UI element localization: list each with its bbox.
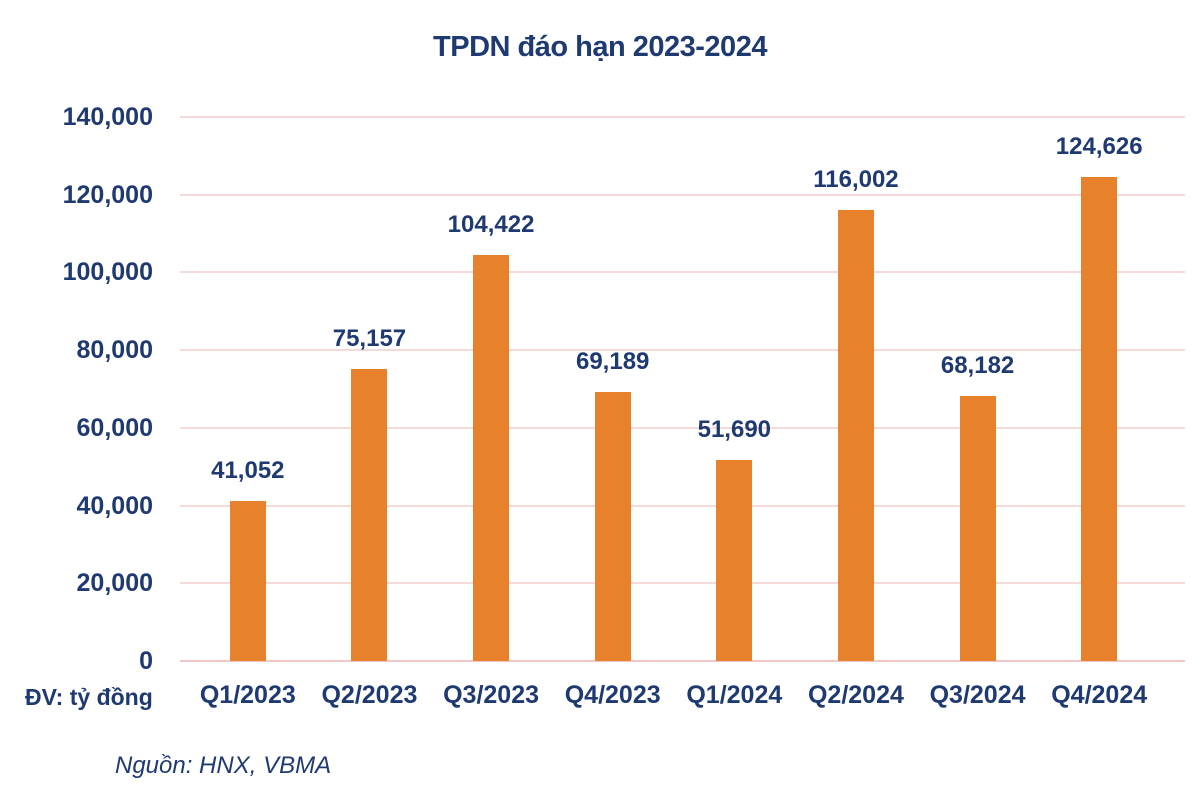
- bar-value-label: 41,052: [211, 457, 285, 485]
- x-tick-label: Q1/2024: [686, 681, 783, 709]
- h-gridline: [180, 116, 1185, 118]
- bar-value-label: 104,422: [447, 211, 535, 239]
- y-tick-label: 140,000: [62, 103, 153, 131]
- bar-value-label: 75,157: [332, 324, 407, 352]
- bar-q2-2024: [837, 210, 874, 661]
- h-gridline: [180, 426, 1185, 429]
- y-tick-label: 80,000: [76, 336, 153, 365]
- y-tick-label: 60,000: [76, 413, 153, 442]
- bar-q3-2024: [959, 396, 996, 661]
- chart-title: TPDN đáo hạn 2023-2024: [433, 31, 767, 63]
- bar-value-label: 69,189: [575, 348, 650, 376]
- source-label: Nguồn: HNX, VBMA: [115, 752, 332, 779]
- x-tick-label: Q4/2024: [1051, 681, 1148, 709]
- y-tick-label: 0: [139, 647, 153, 675]
- x-axis-line: [180, 660, 1185, 662]
- x-tick-label: Q2/2023: [321, 681, 418, 709]
- bar-q4-2023: [594, 392, 631, 661]
- h-gridline: [180, 504, 1185, 507]
- h-gridline: [180, 271, 1185, 274]
- bar-value-label: 51,690: [697, 416, 772, 444]
- y-tick-label: 20,000: [76, 569, 153, 598]
- plot-area: 0 20,000 40,000 60,000 80,000 100,000 120,000 1…: [63, 105, 1185, 708]
- h-gridline: [180, 349, 1185, 352]
- x-tick-label: Q3/2023: [443, 681, 540, 709]
- bar-value-label: 124,626: [1055, 132, 1143, 160]
- bar-value-label: 68,182: [940, 352, 1015, 380]
- y-tick-label: 100,000: [62, 258, 153, 287]
- bar-q3-2023: [473, 255, 510, 661]
- bar-q1-2024: [716, 460, 753, 661]
- bar-q1-2023: [229, 501, 266, 661]
- x-tick-label: Q1/2023: [199, 681, 296, 709]
- bar-value-label: 116,002: [813, 166, 899, 194]
- bar-q2-2023: [351, 368, 388, 661]
- x-tick-label: Q2/2024: [807, 681, 904, 709]
- y-tick-label: 120,000: [62, 180, 153, 209]
- bar-q4-2024: [1081, 176, 1118, 661]
- unit-label: ĐV: tỷ đồng: [25, 684, 153, 710]
- h-gridline: [180, 582, 1185, 585]
- x-tick-label: Q4/2023: [564, 681, 661, 709]
- h-gridline: [180, 193, 1185, 196]
- y-tick-label: 40,000: [76, 491, 153, 520]
- x-tick-label: Q3/2024: [929, 681, 1026, 709]
